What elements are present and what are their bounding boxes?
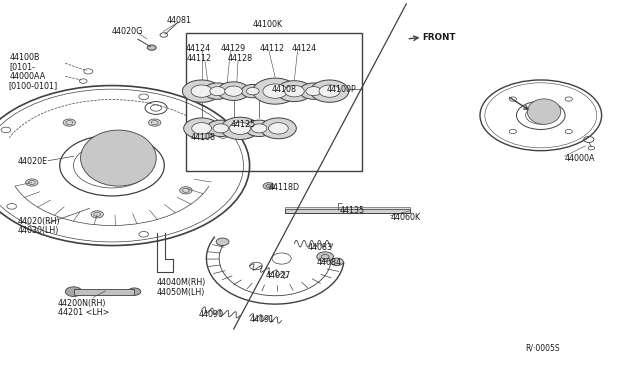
Circle shape — [306, 87, 321, 96]
Circle shape — [285, 86, 304, 97]
Circle shape — [63, 119, 76, 126]
Text: 44090: 44090 — [198, 310, 223, 319]
Bar — [186, 33, 362, 171]
Circle shape — [91, 211, 104, 218]
Text: 44083: 44083 — [307, 243, 332, 252]
Circle shape — [246, 87, 259, 95]
Circle shape — [147, 45, 156, 50]
Text: 44081: 44081 — [166, 16, 191, 25]
Text: 44084: 44084 — [317, 258, 342, 267]
Text: 44200N(RH): 44200N(RH) — [58, 299, 106, 308]
Circle shape — [276, 81, 312, 102]
Text: 44129: 44129 — [221, 44, 246, 53]
Text: 44100P: 44100P — [326, 85, 356, 94]
Text: 44125: 44125 — [230, 120, 255, 129]
Bar — [74, 289, 134, 295]
Circle shape — [300, 83, 328, 99]
Circle shape — [192, 123, 211, 134]
Text: 44000AA: 44000AA — [10, 72, 46, 81]
Bar — [285, 209, 410, 213]
Circle shape — [65, 287, 82, 296]
Circle shape — [252, 124, 267, 133]
Text: 44108: 44108 — [191, 133, 216, 142]
Text: 44100K: 44100K — [253, 20, 283, 29]
Circle shape — [317, 252, 333, 262]
Text: R/·0005S: R/·0005S — [525, 343, 559, 352]
Text: 44020(RH): 44020(RH) — [18, 217, 61, 226]
Circle shape — [260, 118, 296, 139]
Circle shape — [207, 120, 235, 137]
Circle shape — [216, 238, 229, 246]
Circle shape — [310, 80, 349, 102]
Circle shape — [263, 183, 275, 189]
Text: 44020G: 44020G — [112, 27, 143, 36]
Text: 44112: 44112 — [187, 54, 212, 63]
Circle shape — [245, 120, 273, 137]
Circle shape — [269, 123, 288, 134]
Text: 44050M(LH): 44050M(LH) — [157, 288, 205, 296]
Circle shape — [213, 124, 228, 133]
Circle shape — [230, 122, 251, 135]
Circle shape — [204, 83, 232, 99]
Circle shape — [319, 85, 340, 97]
Circle shape — [225, 86, 243, 96]
Circle shape — [221, 117, 259, 140]
Text: FRONT: FRONT — [422, 33, 456, 42]
Circle shape — [92, 154, 132, 177]
Text: 44100B: 44100B — [10, 53, 40, 62]
Text: 44060K: 44060K — [390, 213, 420, 222]
Circle shape — [263, 84, 287, 98]
Text: 44020E: 44020E — [18, 157, 48, 166]
Text: 44124: 44124 — [186, 44, 211, 53]
Circle shape — [184, 118, 220, 139]
Circle shape — [26, 179, 38, 186]
Circle shape — [191, 85, 212, 97]
Text: 44118D: 44118D — [269, 183, 300, 192]
Circle shape — [210, 87, 225, 96]
Ellipse shape — [527, 99, 561, 124]
Text: 44128: 44128 — [227, 54, 252, 63]
Text: 44000A: 44000A — [564, 154, 595, 163]
Ellipse shape — [81, 130, 156, 186]
Bar — [285, 207, 410, 209]
Text: 44124: 44124 — [291, 44, 316, 53]
Text: 44135: 44135 — [339, 206, 364, 215]
Circle shape — [182, 80, 221, 102]
Circle shape — [128, 288, 141, 295]
Circle shape — [241, 84, 264, 98]
Text: 44108: 44108 — [272, 85, 297, 94]
Text: 44201 <LH>: 44201 <LH> — [58, 308, 109, 317]
Text: [0101-: [0101- — [10, 62, 36, 71]
Text: 44112: 44112 — [259, 44, 284, 53]
Text: 44091: 44091 — [250, 315, 275, 324]
Text: 44030(LH): 44030(LH) — [18, 226, 60, 235]
Text: [0100-0101]: [0100-0101] — [8, 81, 58, 90]
Circle shape — [218, 82, 250, 100]
Circle shape — [253, 78, 298, 104]
Text: 44027: 44027 — [266, 271, 291, 280]
Circle shape — [148, 119, 161, 126]
Circle shape — [534, 111, 548, 119]
Circle shape — [180, 187, 192, 194]
Circle shape — [330, 258, 343, 266]
Text: 44040M(RH): 44040M(RH) — [157, 278, 206, 287]
